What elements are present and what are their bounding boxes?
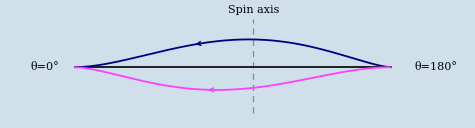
Text: θ=0°: θ=0° bbox=[30, 62, 59, 72]
Text: θ=180°: θ=180° bbox=[415, 62, 457, 72]
Text: Spin axis: Spin axis bbox=[228, 5, 279, 15]
